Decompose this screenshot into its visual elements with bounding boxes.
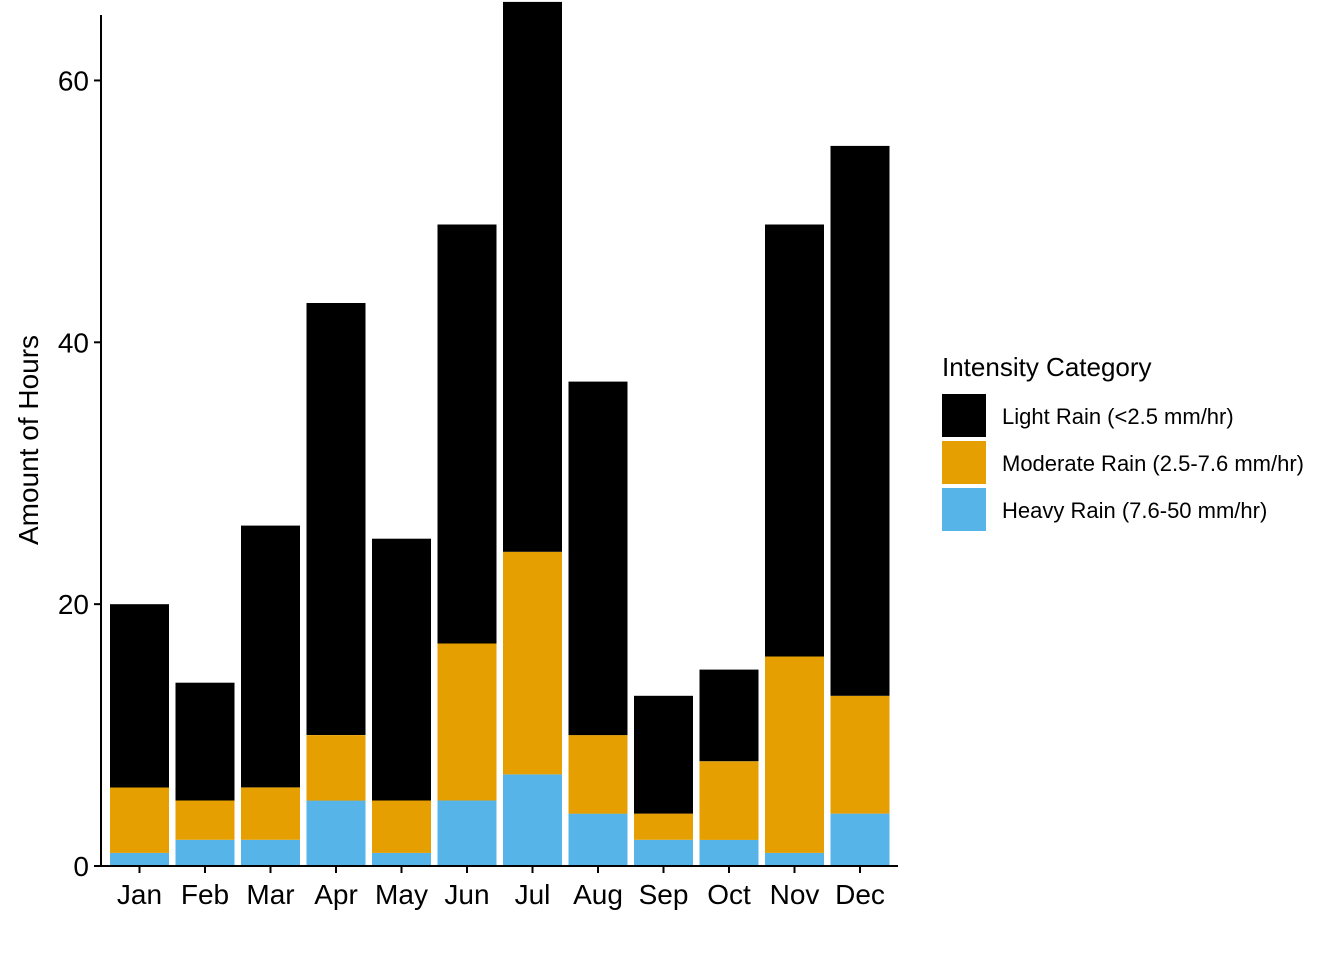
bar-apr-series-2 [306, 303, 366, 735]
bar-jun-series-2 [437, 224, 497, 644]
bar-jul-series-0 [503, 774, 562, 866]
y-axis-title: Amount of Hours [13, 335, 44, 545]
bar-apr-series-1 [306, 735, 366, 801]
bar-oct-series-2 [699, 669, 759, 762]
x-tick-label: Feb [181, 879, 229, 910]
bar-may-series-0 [372, 852, 431, 866]
x-tick-label: Dec [835, 879, 885, 910]
legend-label: Heavy Rain (7.6-50 mm/hr) [1002, 498, 1267, 523]
bar-nov-series-1 [765, 656, 824, 853]
legend-label: Light Rain (<2.5 mm/hr) [1002, 404, 1234, 429]
legend-swatch [942, 488, 986, 531]
bar-apr-series-0 [306, 800, 366, 866]
x-tick-label: Jul [515, 879, 551, 910]
bar-mar-series-2 [241, 525, 300, 788]
legend-swatch [942, 394, 986, 437]
bar-may-series-1 [372, 800, 431, 853]
x-ticks-group: Jan Feb Mar Apr May Jun Jul Aug Sep Oct Nov Dec [117, 866, 885, 910]
bar-oct-series-0 [699, 839, 759, 866]
bars-group [110, 1, 890, 866]
x-tick-label: Sep [639, 879, 689, 910]
bar-sep-series-0 [634, 839, 693, 866]
bar-may-series-2 [372, 538, 431, 801]
bar-feb-series-1 [175, 800, 235, 840]
bar-feb-series-2 [175, 682, 235, 801]
bar-jun-series-1 [437, 643, 497, 801]
bar-nov-series-0 [765, 852, 824, 866]
bar-jan-series-2 [110, 604, 169, 788]
x-tick-label: May [375, 879, 428, 910]
bar-dec-series-0 [830, 813, 890, 866]
bar-sep-series-1 [634, 813, 693, 840]
bar-jun-series-0 [437, 800, 497, 866]
y-ticks-group: 0 20 40 60 [58, 65, 101, 882]
bar-jul-series-2 [503, 1, 562, 552]
x-tick-label: Jan [117, 879, 162, 910]
bar-jan-series-1 [110, 787, 169, 853]
bar-mar-series-1 [241, 787, 300, 840]
y-tick-label: 40 [58, 327, 89, 358]
bar-sep-series-2 [634, 695, 693, 814]
bar-dec-series-1 [830, 695, 890, 814]
bar-jan-series-0 [110, 852, 169, 866]
bar-mar-series-0 [241, 839, 300, 866]
y-tick-label: 20 [58, 589, 89, 620]
bar-aug-series-0 [568, 813, 628, 866]
bar-aug-series-2 [568, 381, 628, 736]
bar-jul-series-1 [503, 551, 562, 775]
bar-dec-series-2 [830, 145, 890, 696]
legend-swatch [942, 441, 986, 484]
bar-aug-series-1 [568, 735, 628, 814]
y-tick-label: 0 [73, 851, 89, 882]
x-tick-label: Nov [770, 879, 820, 910]
bar-nov-series-2 [765, 224, 824, 657]
legend-label: Moderate Rain (2.5-7.6 mm/hr) [1002, 451, 1304, 476]
x-tick-label: Aug [573, 879, 623, 910]
x-tick-label: Apr [314, 879, 358, 910]
axes-group [100, 15, 898, 867]
x-tick-label: Oct [707, 879, 751, 910]
y-tick-label: 60 [58, 65, 89, 96]
x-tick-label: Jun [444, 879, 489, 910]
bar-oct-series-1 [699, 761, 759, 840]
bar-feb-series-0 [175, 839, 235, 866]
legend: Intensity Category Light Rain (<2.5 mm/h… [942, 352, 1304, 531]
x-tick-label: Mar [246, 879, 294, 910]
legend-title: Intensity Category [942, 352, 1152, 382]
